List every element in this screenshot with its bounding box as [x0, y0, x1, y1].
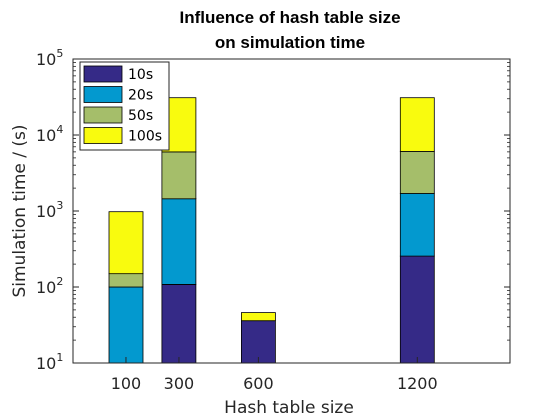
legend-label-20s: 20s — [128, 88, 153, 104]
legend-swatch-10s — [83, 65, 123, 83]
legend-label-100s: 100s — [128, 129, 162, 145]
y-tick-label: 105 — [36, 47, 63, 69]
x-tick-label: 600 — [243, 374, 274, 393]
y-tick-label: 103 — [36, 199, 63, 221]
bar-segment-600-10s — [240, 320, 276, 364]
bar-segment-1200-100s — [399, 97, 435, 152]
x-axis: 100 300 600 1200 — [111, 357, 438, 393]
y-axis: 101 102 103 104 105 — [36, 47, 510, 373]
legend-label-10s: 10s — [128, 67, 153, 83]
bar-segment-100-100s — [108, 211, 144, 275]
x-tick-label: 300 — [164, 374, 195, 393]
bars-layer — [108, 97, 435, 364]
chart-title-line-1: Influence of hash table size — [179, 8, 400, 27]
bar-segment-300-10s — [161, 284, 197, 364]
bar-segment-300-20s — [161, 198, 197, 285]
x-axis-label: Hash table size — [224, 398, 354, 418]
bar-segment-1200-20s — [399, 193, 435, 257]
bar-segment-1200-10s — [399, 255, 435, 364]
y-tick-label: 104 — [36, 123, 63, 145]
x-tick-label: 100 — [111, 374, 142, 393]
y-tick-label: 102 — [36, 275, 63, 297]
bar-segment-1200-50s — [399, 150, 435, 194]
legend: 10s 20s 50s 100s — [79, 61, 170, 151]
x-tick-label: 1200 — [397, 374, 438, 393]
legend-swatch-20s — [83, 86, 123, 103]
bar-segment-100-20s — [108, 286, 144, 364]
legend-swatch-50s — [83, 106, 123, 124]
bar-segment-300-50s — [161, 151, 197, 200]
bar-segment-600-100s — [240, 312, 276, 322]
bar-segment-100-50s — [108, 273, 144, 288]
chart-title-line-2: on simulation time — [215, 33, 365, 52]
y-axis-label: Simulation time / (s) — [10, 124, 30, 297]
legend-swatch-100s — [83, 127, 123, 144]
legend-label-50s: 50s — [128, 108, 153, 124]
y-tick-label: 101 — [36, 351, 63, 373]
